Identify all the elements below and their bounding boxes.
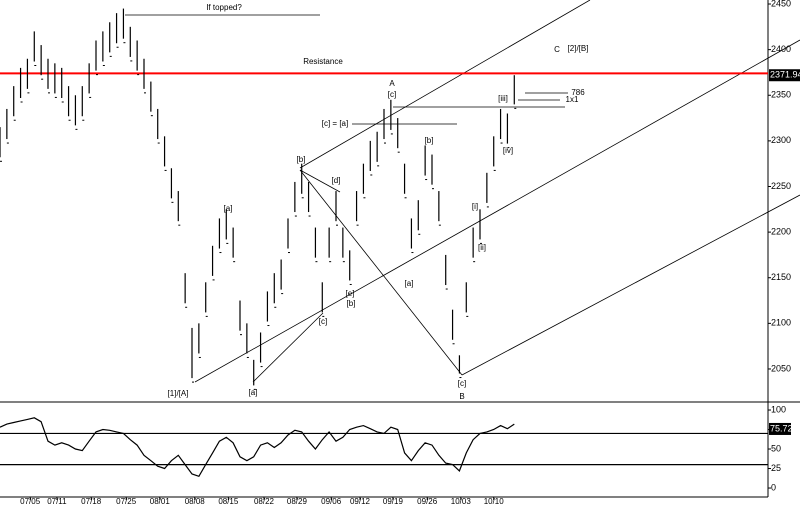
last-value-box [769,422,791,435]
annotation: [a] [405,279,414,288]
x-tick-label: 09/06 [321,497,342,506]
annotation: B [459,392,464,401]
x-tick-label: 08/29 [287,497,308,506]
annotation: [a] [224,204,233,213]
trendline [299,0,591,169]
x-tick-label: 09/12 [350,497,371,506]
last-value-box [769,69,800,82]
annotation: C [554,45,560,54]
annotation: [1]/[A] [168,389,189,398]
x-tick-label: 07/25 [116,497,137,506]
annotation: [e] [346,289,355,298]
annotation: [iv] [503,146,513,155]
y-tick-label: 2200 [771,226,791,236]
annotation: A [389,79,395,88]
x-tick-label: 10/03 [451,497,472,506]
x-tick-label: 08/01 [150,497,171,506]
y-tick-label: 0 [771,482,776,492]
annotation: 1x1 [566,95,579,104]
annotation: [2]/[B] [568,44,589,53]
y-tick-label: 2050 [771,363,791,373]
annotation: [b] [425,136,434,145]
annotation: [b] [297,155,306,164]
trendline [252,312,324,383]
x-tick-label: 09/19 [383,497,404,506]
trendlines [125,0,800,383]
last-value-label: 2371.94 [770,70,800,80]
x-tick-label: 07/05 [20,497,41,506]
annotation: Resistance [303,57,343,66]
trendline [194,39,800,383]
x-tick-label: 07/11 [47,497,67,506]
trendline [299,169,463,376]
last-value-label: 75.72 [770,423,793,433]
annotation: [ii] [478,243,486,252]
x-tick-label: 07/18 [81,497,102,506]
indicator-line [0,417,515,478]
annotation: [iii] [498,94,508,103]
x-tick-label: 08/15 [218,497,239,506]
y-tick-label: 2150 [771,272,791,282]
trendline [299,169,341,193]
annotation: [i] [472,202,478,211]
y-tick-label: 100 [771,404,786,414]
annotation: [c] = [a] [322,119,348,128]
y-tick-label: 2250 [771,181,791,191]
x-tick-label: 09/26 [417,497,438,506]
annotation: 786 [571,88,585,97]
y-tick-label: 2300 [771,135,791,145]
y-tick-label: 2350 [771,90,791,100]
annotation: If topped? [206,3,242,12]
y-tick-label: 25 [771,463,781,473]
y-tick-label: 2450 [771,0,791,8]
x-tick-label: 08/08 [185,497,206,506]
annotation: [b] [347,299,356,308]
x-tick-label: 10/10 [484,497,505,506]
annotation: [a] [249,388,258,397]
y-tick-label: 2400 [771,44,791,54]
annotation: [d] [332,176,341,185]
annotation: [c] [319,317,327,326]
annotation: [c] [388,90,396,99]
x-tick-label: 08/22 [254,497,275,506]
y-tick-label: 2100 [771,318,791,328]
annotation: [c] [458,379,466,388]
trendline [461,194,800,376]
y-tick-label: 50 [771,443,781,453]
